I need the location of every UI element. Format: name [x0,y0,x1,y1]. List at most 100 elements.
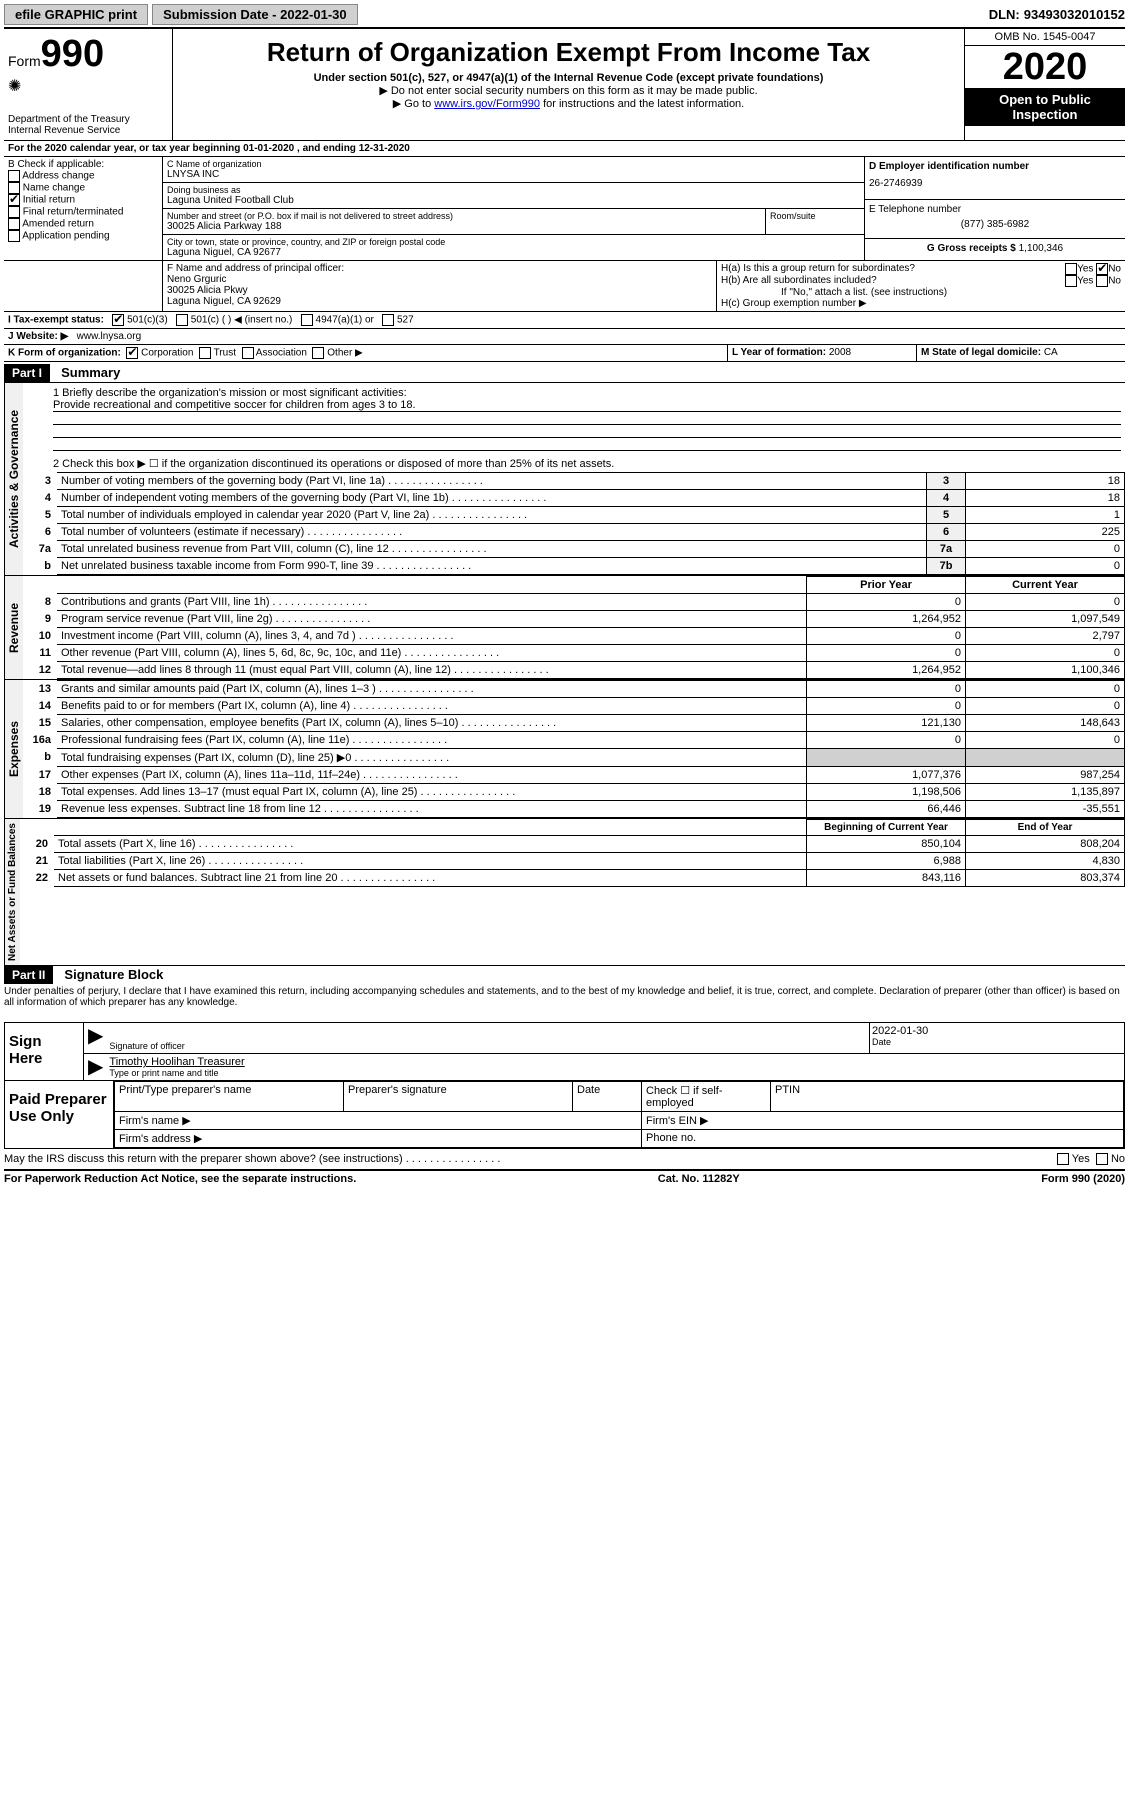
check-address-change[interactable] [8,170,20,182]
line-a-text: For the 2020 calendar year, or tax year … [4,141,1125,156]
h-c-label: H(c) Group exemption number ▶ [721,298,1121,309]
revenue-section: Revenue Prior Year Current Year 8Contrib… [4,576,1125,680]
irs-link[interactable]: www.irs.gov/Form990 [434,98,540,110]
opt-assoc: Association [256,348,307,359]
submission-label: Submission Date - [163,7,280,22]
check-4947[interactable] [301,314,313,326]
firm-ein-label: Firm's EIN ▶ [642,1112,1124,1130]
opt-4947: 4947(a)(1) or [316,315,374,326]
netassets-section: Net Assets or Fund Balances Beginning of… [4,819,1125,966]
city-value: Laguna Niguel, CA 92677 [167,247,860,258]
ha-no[interactable] [1096,263,1108,275]
firm-addr-label: Firm's address ▶ [115,1130,642,1148]
line2-text: 2 Check this box ▶ ☐ if the organization… [23,453,1125,472]
efile-button[interactable]: efile GRAPHIC print [4,4,148,25]
col-end-year: End of Year [966,820,1125,836]
box-b-label: B Check if applicable: [8,159,158,170]
sig-date-label: Date [872,1037,1122,1047]
table-row: 15Salaries, other compensation, employee… [23,715,1125,732]
check-corp[interactable] [126,347,138,359]
discuss-yes[interactable] [1057,1153,1069,1165]
part1-title: Summary [53,365,120,380]
discuss-row: May the IRS discuss this return with the… [4,1149,1125,1171]
ha-no-label: No [1108,264,1121,275]
table-row: 17Other expenses (Part IX, column (A), l… [23,767,1125,784]
table-row: 12Total revenue—add lines 8 through 11 (… [23,662,1125,679]
form-label: Form [8,53,41,69]
box-e-label: E Telephone number [869,204,1121,215]
tax-year: 2020 [965,46,1125,88]
table-row: 11Other revenue (Part VIII, column (A), … [23,645,1125,662]
table-row: 8Contributions and grants (Part VIII, li… [23,594,1125,611]
check-other[interactable] [312,347,324,359]
netassets-label: Net Assets or Fund Balances [4,819,20,965]
sig-label: Signature of officer [109,1041,867,1051]
city-label: City or town, state or province, country… [167,237,860,247]
sign-here-label: Sign Here [5,1023,84,1080]
table-row: 13Grants and similar amounts paid (Part … [23,681,1125,698]
table-row: 3Number of voting members of the governi… [23,473,1125,490]
table-row: 7aTotal unrelated business revenue from … [23,541,1125,558]
year-formation: 2008 [829,347,851,358]
form-subtitle: Under section 501(c), 527, or 4947(a)(1)… [181,72,956,84]
opt-corp: Corporation [141,348,193,359]
omb-number: OMB No. 1545-0047 [965,29,1125,46]
col-current-year: Current Year [966,577,1125,594]
website-value: www.lnysa.org [77,331,141,342]
firm-name-label: Firm's name ▶ [115,1112,642,1130]
ha-yes[interactable] [1065,263,1077,275]
form-header: Form990 ✺ Department of the Treasury Int… [4,29,1125,141]
table-row: 9Program service revenue (Part VIII, lin… [23,611,1125,628]
discuss-yes-label: Yes [1072,1153,1090,1165]
revenue-label: Revenue [4,576,23,679]
part1-header: Part I [4,364,50,382]
line-a: For the 2020 calendar year, or tax year … [4,141,1125,157]
opt-other: Other ▶ [327,348,362,359]
submission-date: 2022-01-30 [280,7,347,22]
dln-label: DLN: [989,7,1020,22]
check-amended[interactable] [8,218,20,230]
officer-row: F Name and address of principal officer:… [4,261,1125,312]
opt-address-change: Address change [22,171,94,182]
check-app-pending[interactable] [8,230,20,242]
table-row: 5Total number of individuals employed in… [23,507,1125,524]
form-note1: ▶ Do not enter social security numbers o… [181,84,956,97]
dba-label: Doing business as [167,185,860,195]
opt-trust: Trust [214,348,236,359]
check-501c[interactable] [176,314,188,326]
note2-post: for instructions and the latest informat… [540,98,744,110]
check-final-return[interactable] [8,206,20,218]
submission-button[interactable]: Submission Date - 2022-01-30 [152,4,358,25]
check-501c3[interactable] [112,314,124,326]
expenses-section: Expenses 13Grants and similar amounts pa… [4,680,1125,819]
box-k-label: K Form of organization: [8,348,121,359]
part2-header: Part II [4,966,53,984]
officer-addr2: Laguna Niguel, CA 92629 [167,296,712,307]
activities-table: 3Number of voting members of the governi… [23,472,1125,575]
box-c-label: C Name of organization [167,159,860,169]
check-assoc[interactable] [242,347,254,359]
h-a-label: H(a) Is this a group return for subordin… [721,263,915,275]
paid-col5: PTIN [771,1082,1124,1112]
sig-date: 2022-01-30 [872,1025,1122,1037]
check-527[interactable] [382,314,394,326]
discuss-no-label: No [1111,1153,1125,1165]
hb-yes[interactable] [1065,275,1077,287]
table-row: bNet unrelated business taxable income f… [23,558,1125,575]
box-d-label: D Employer identification number [869,161,1121,172]
dln-value: 93493032010152 [1024,7,1125,22]
mission-text: Provide recreational and competitive soc… [53,399,1121,412]
discuss-no[interactable] [1096,1153,1108,1165]
paid-col3: Date [573,1082,642,1112]
hb-no-label: No [1108,276,1121,287]
room-label: Room/suite [770,211,860,221]
part2-header-row: Part II Signature Block [4,966,1125,984]
dept-label: Department of the Treasury [8,114,168,125]
addr-label: Number and street (or P.O. box if mail i… [167,211,761,221]
phone-value: (877) 385-6982 [869,215,1121,234]
officer-addr1: 30025 Alicia Pkwy [167,285,712,296]
table-row: 20Total assets (Part X, line 16)850,1048… [20,836,1125,853]
check-trust[interactable] [199,347,211,359]
hb-no[interactable] [1096,275,1108,287]
check-initial-return[interactable] [8,194,20,206]
